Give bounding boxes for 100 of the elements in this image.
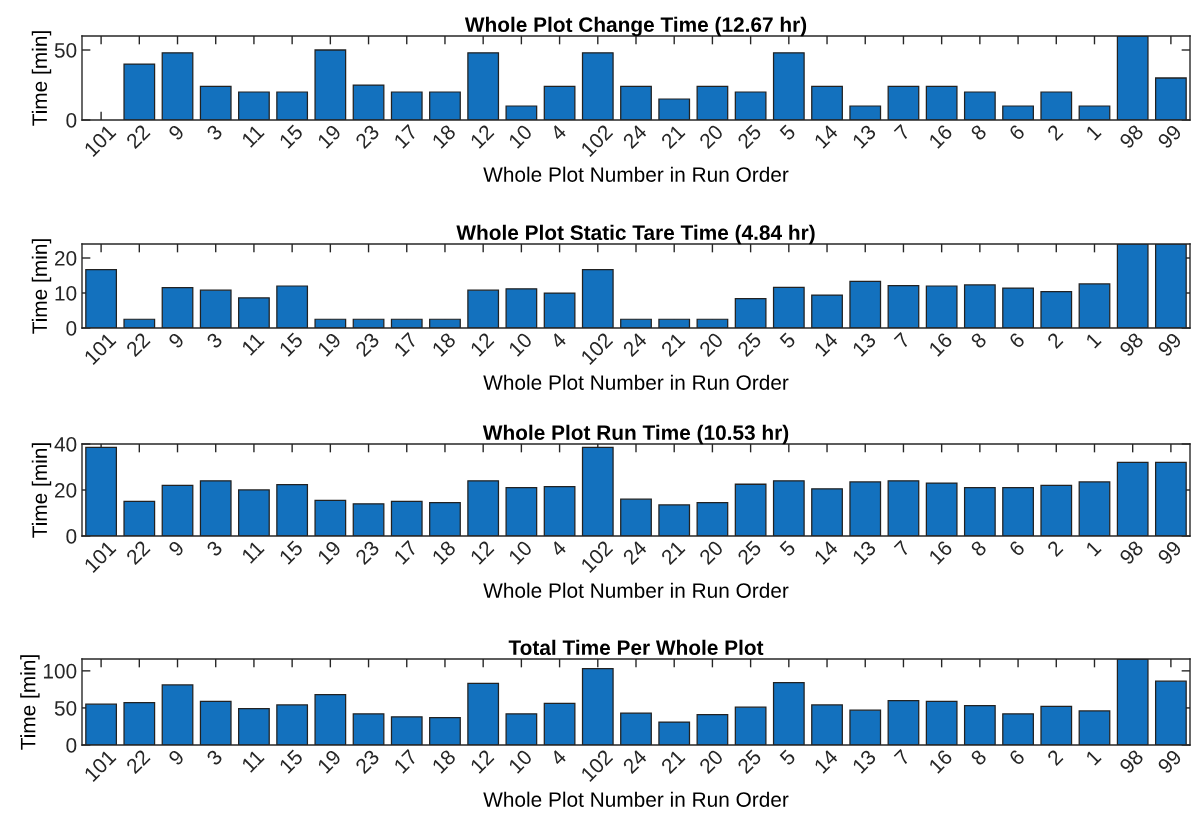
x-tick-label: 5 bbox=[779, 123, 797, 142]
x-tick-label: 20 bbox=[698, 748, 724, 775]
x-tick-label: 14 bbox=[813, 748, 839, 774]
x-tick-label: 8 bbox=[969, 331, 988, 350]
x-tick-label: 102 bbox=[580, 539, 614, 574]
x-tick-label: 21 bbox=[660, 539, 686, 566]
x-tick-label: 22 bbox=[125, 539, 151, 566]
x-tick-label: 15 bbox=[278, 123, 304, 149]
x-tick-label: 25 bbox=[736, 539, 763, 566]
x-tick-label: 16 bbox=[928, 331, 954, 357]
x-tick-label: 22 bbox=[125, 331, 151, 358]
x-tick-label: 6 bbox=[1008, 123, 1026, 142]
x-tick-label: 24 bbox=[622, 331, 648, 358]
x-tick-label: 18 bbox=[431, 539, 457, 565]
x-tick-label: 3 bbox=[205, 748, 224, 767]
x-tick-label: 13 bbox=[851, 539, 877, 565]
chart-title: Whole Plot Static Tare Time (4.84 hr) bbox=[456, 224, 815, 245]
x-tick-label: 25 bbox=[736, 123, 763, 150]
x-tick-label: 14 bbox=[813, 331, 839, 357]
y-tick-label: 100 bbox=[43, 663, 77, 679]
x-tick-label: 14 bbox=[813, 539, 839, 565]
y-axis-title: Time [min] bbox=[31, 239, 52, 334]
x-axis-title: Whole Plot Number in Run Order bbox=[483, 374, 789, 390]
x-tick-label: 2 bbox=[1046, 123, 1064, 141]
x-tick-label: 3 bbox=[205, 123, 224, 142]
x-tick-label: 1 bbox=[1085, 332, 1102, 349]
x-tick-label: 13 bbox=[851, 123, 877, 149]
x-tick-label: 2 bbox=[1046, 539, 1064, 557]
x-tick-label: 101 bbox=[83, 123, 117, 158]
y-axis-title: Time [min] bbox=[31, 31, 52, 126]
x-tick-label: 7 bbox=[893, 540, 911, 557]
x-tick-label: 22 bbox=[125, 748, 151, 775]
x-tick-label: 5 bbox=[779, 748, 797, 767]
x-tick-label: 19 bbox=[316, 748, 342, 774]
x-axis-title: Whole Plot Number in Run Order bbox=[483, 582, 789, 598]
x-tick-label: 14 bbox=[813, 123, 839, 149]
x-tick-label: 98 bbox=[1118, 331, 1145, 358]
x-tick-label: 21 bbox=[660, 123, 686, 150]
x-tick-label: 21 bbox=[660, 748, 686, 775]
x-tick-label: 9 bbox=[167, 123, 185, 142]
x-tick-label: 15 bbox=[278, 331, 304, 357]
x-tick-label: 18 bbox=[431, 331, 457, 357]
x-tick-label: 10 bbox=[507, 539, 533, 565]
x-tick-label: 4 bbox=[549, 748, 568, 767]
x-tick-label: 2 bbox=[1046, 331, 1064, 349]
x-axis-title: Whole Plot Number in Run Order bbox=[483, 791, 789, 807]
x-axis-title: Whole Plot Number in Run Order bbox=[483, 166, 789, 182]
x-tick-label: 16 bbox=[928, 123, 954, 149]
x-tick-label: 7 bbox=[893, 749, 911, 766]
x-tick-label: 19 bbox=[316, 123, 342, 149]
x-tick-label: 4 bbox=[549, 331, 568, 350]
x-tick-label: 5 bbox=[779, 539, 797, 558]
x-tick-label: 24 bbox=[622, 123, 648, 150]
x-tick-label: 4 bbox=[549, 123, 568, 142]
x-tick-label: 102 bbox=[580, 331, 614, 366]
x-tick-label: 11 bbox=[241, 332, 265, 356]
x-tick-label: 99 bbox=[1156, 123, 1183, 150]
x-tick-label: 16 bbox=[928, 748, 954, 774]
x-tick-label: 9 bbox=[167, 748, 185, 767]
x-tick-label: 99 bbox=[1156, 748, 1183, 775]
x-tick-label: 10 bbox=[507, 748, 533, 774]
x-tick-label: 23 bbox=[354, 539, 381, 566]
x-tick-label: 7 bbox=[893, 124, 911, 141]
x-tick-label: 21 bbox=[660, 331, 686, 358]
x-tick-label: 98 bbox=[1118, 123, 1145, 150]
x-tick-label: 19 bbox=[316, 331, 342, 357]
x-tick-label: 102 bbox=[580, 748, 614, 783]
x-tick-label: 11 bbox=[241, 540, 265, 564]
y-tick-label: 50 bbox=[54, 700, 77, 716]
x-tick-label: 13 bbox=[851, 331, 877, 357]
chart-title: Whole Plot Change Time (12.67 hr) bbox=[464, 16, 807, 37]
x-tick-label: 19 bbox=[316, 539, 342, 565]
x-tick-label: 7 bbox=[893, 332, 911, 349]
x-tick-label: 22 bbox=[125, 123, 151, 150]
x-tick-label: 25 bbox=[736, 748, 763, 775]
x-tick-label: 98 bbox=[1118, 539, 1145, 566]
x-tick-label: 18 bbox=[431, 123, 457, 149]
x-tick-label: 102 bbox=[580, 123, 614, 158]
chart-title: Whole Plot Run Time (10.53 hr) bbox=[482, 424, 789, 445]
x-tick-label: 20 bbox=[698, 123, 724, 150]
x-tick-label: 23 bbox=[354, 331, 381, 358]
x-tick-label: 4 bbox=[549, 539, 568, 558]
x-tick-label: 17 bbox=[393, 749, 419, 774]
x-tick-label: 9 bbox=[167, 539, 185, 558]
x-tick-label: 24 bbox=[622, 748, 648, 775]
x-tick-label: 8 bbox=[969, 748, 988, 767]
x-tick-label: 17 bbox=[393, 124, 419, 149]
y-axis-title: Time [min] bbox=[20, 655, 40, 750]
x-tick-label: 6 bbox=[1008, 331, 1026, 350]
x-tick-label: 17 bbox=[393, 540, 419, 565]
y-tick-label: 10 bbox=[55, 286, 77, 301]
x-tick-label: 18 bbox=[431, 748, 457, 774]
x-tick-label: 1 bbox=[1085, 124, 1102, 141]
x-tick-label: 2 bbox=[1046, 748, 1064, 766]
x-tick-label: 12 bbox=[469, 748, 495, 774]
x-tick-label: 9 bbox=[167, 331, 185, 350]
y-axis-title: Time [min] bbox=[31, 443, 52, 538]
x-tick-label: 20 bbox=[698, 539, 724, 566]
x-tick-label: 20 bbox=[698, 331, 724, 358]
x-tick-label: 10 bbox=[507, 123, 533, 149]
